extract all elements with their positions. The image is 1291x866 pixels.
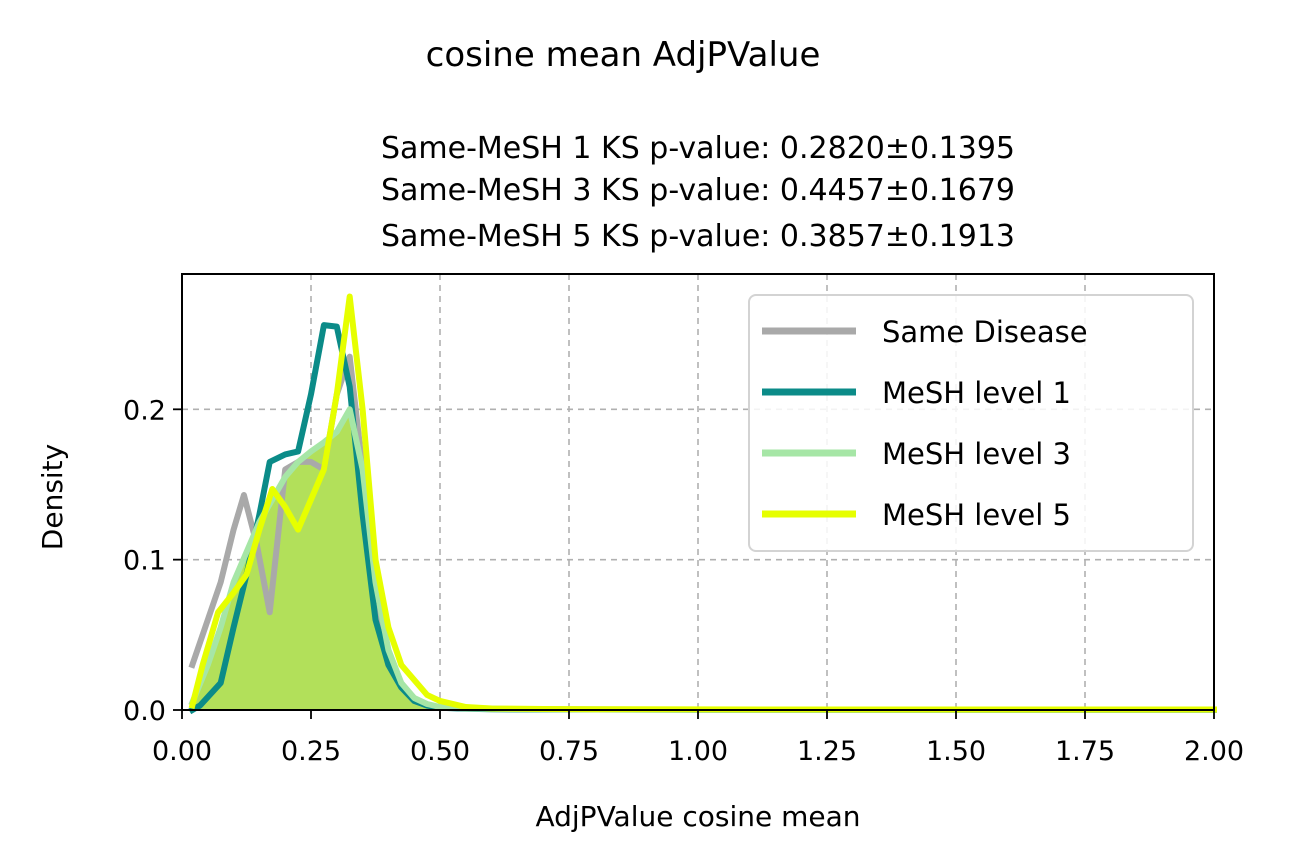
density-fill [192, 409, 1214, 710]
x-tick-label: 0.50 [410, 736, 470, 767]
x-tick-label: 1.00 [668, 736, 728, 767]
subtitle-line-2: Same-MeSH 3 KS p-value: 0.4457±0.1679 [381, 173, 1015, 208]
x-tick-label: 0.25 [281, 736, 341, 767]
y-tick-label: 0.1 [123, 546, 166, 577]
x-tick-label: 1.75 [1055, 736, 1115, 767]
y-tick-label: 0.2 [123, 395, 166, 426]
y-axis-label: Density [36, 444, 69, 550]
x-tick-label: 0.00 [152, 736, 212, 767]
x-axis-label: AdjPValue cosine mean [535, 800, 860, 833]
legend-label: MeSH level 5 [882, 498, 1071, 532]
x-tick-label: 0.75 [539, 736, 599, 767]
chart-subtitle: Same-MeSH 1 KS p-value: 0.2820±0.1395 Sa… [381, 131, 1015, 254]
x-tick-label: 1.50 [926, 736, 986, 767]
legend: Same Disease MeSH level 1 MeSH level 3 MeSH… [748, 294, 1194, 552]
axis-ticks: 0.00 0.25 0.50 0.75 1.00 1.25 1.50 1.75 2.00 0.0 0… [123, 395, 1244, 767]
chart-suptitle: cosine mean AdjPValue [426, 35, 821, 75]
legend-label: MeSH level 1 [882, 376, 1071, 410]
x-tick-label: 2.00 [1184, 736, 1244, 767]
density-fill-area [192, 409, 1214, 710]
legend-label: MeSH level 3 [882, 437, 1071, 471]
legend-label: Same Disease [882, 315, 1088, 349]
legend-box [748, 294, 1194, 552]
subtitle-line-3: Same-MeSH 5 KS p-value: 0.3857±0.1913 [381, 219, 1015, 254]
subtitle-line-1: Same-MeSH 1 KS p-value: 0.2820±0.1395 [381, 131, 1015, 166]
x-tick-label: 1.25 [797, 736, 857, 767]
y-tick-label: 0.0 [123, 696, 166, 727]
